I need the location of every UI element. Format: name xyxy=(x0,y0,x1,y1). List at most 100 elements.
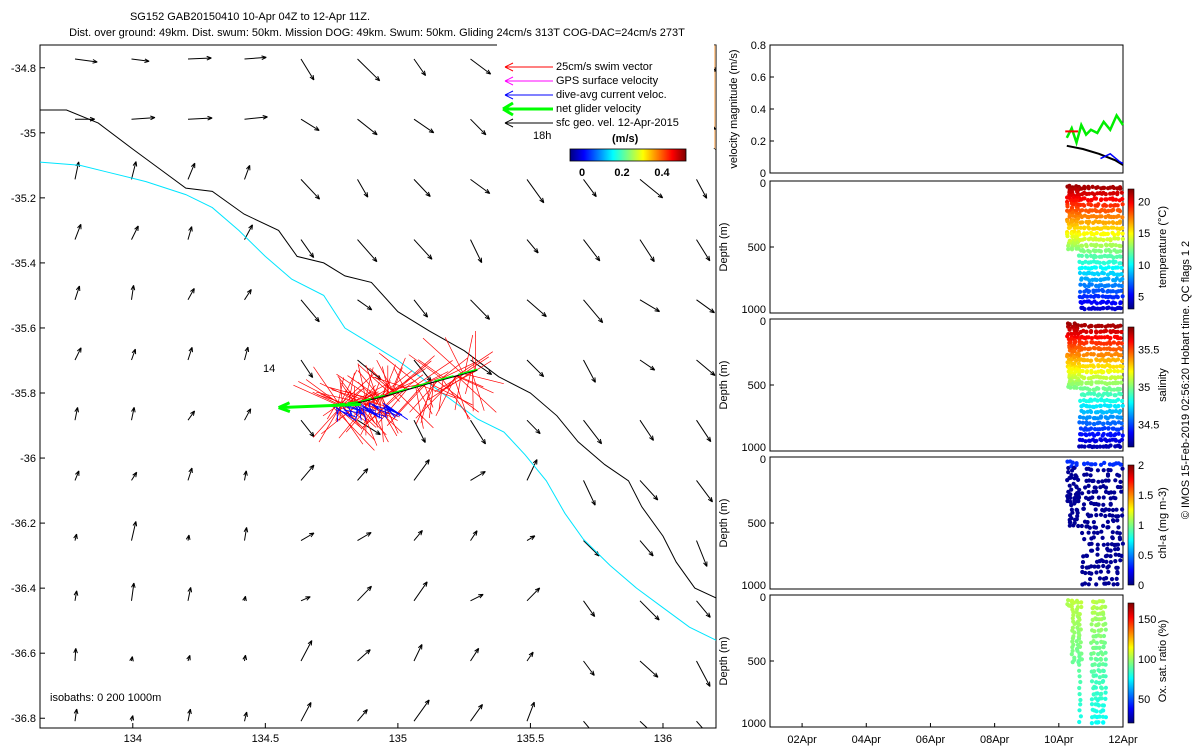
profile-sample xyxy=(1104,203,1109,208)
profile-sample xyxy=(1070,639,1075,644)
colorbar-label: salinity xyxy=(1157,368,1169,402)
geo-velocity-arrow xyxy=(73,590,79,601)
profile-sample xyxy=(1066,247,1071,252)
swim-vector xyxy=(415,387,424,429)
geo-velocity-arrow xyxy=(74,347,82,361)
profile-sample xyxy=(1067,523,1072,528)
geo-velocity-arrow xyxy=(74,407,79,421)
profile-sample xyxy=(1108,238,1113,243)
velocity-y-tick-label: 0.2 xyxy=(751,136,766,148)
profile-sample xyxy=(1072,630,1077,635)
geo-velocity-arrow xyxy=(639,299,660,313)
profile-sample xyxy=(1118,392,1123,397)
profile-sample xyxy=(1110,530,1115,535)
time-tick-label: 02Apr xyxy=(787,734,817,746)
profile-sample xyxy=(1091,478,1096,483)
gps-segment xyxy=(458,368,478,376)
profile-sample xyxy=(1110,409,1115,414)
profile-colorbar xyxy=(1127,188,1135,310)
profile-sample xyxy=(1103,685,1108,690)
profile-sample xyxy=(1101,369,1106,375)
profile-sample xyxy=(1117,209,1123,214)
geo-velocity-arrow xyxy=(526,651,534,662)
swim-vector xyxy=(340,382,356,404)
profile-sample xyxy=(1101,271,1106,276)
swim-vector xyxy=(438,379,444,411)
depth-tick-label: 500 xyxy=(748,656,766,668)
profile-sample xyxy=(1099,691,1104,697)
geo-velocity-arrow xyxy=(300,118,320,131)
geo-velocity-arrow xyxy=(696,600,711,618)
profile-sample xyxy=(1100,535,1105,541)
profile-sample xyxy=(1087,525,1092,530)
profile-sample xyxy=(1105,553,1110,558)
geo-velocity-arrow xyxy=(470,118,487,136)
time-tick-label: 08Apr xyxy=(980,734,1010,746)
profile-sample xyxy=(1111,272,1116,277)
profile-sample xyxy=(1080,220,1085,225)
swim-vector xyxy=(313,366,340,406)
profile-sample xyxy=(1114,576,1119,582)
profile-sample xyxy=(1094,404,1099,409)
gps-segment xyxy=(360,397,372,402)
map-y-tick-label: -35.8 xyxy=(11,388,36,400)
profile-sample xyxy=(1117,387,1123,392)
profile-sample xyxy=(1120,433,1125,438)
profile-sample xyxy=(1083,439,1088,444)
profile-sample xyxy=(1086,186,1091,191)
profile-sample xyxy=(1110,220,1115,225)
swim-vector xyxy=(318,404,342,443)
profile-sample xyxy=(1106,525,1111,530)
swim-vector xyxy=(341,404,361,428)
profile-sample xyxy=(1115,203,1120,208)
profile-sample xyxy=(1097,260,1102,265)
swim-vector xyxy=(391,367,403,395)
dac-vector xyxy=(337,407,340,415)
profile-sample xyxy=(1096,502,1101,507)
profile-sample xyxy=(1080,438,1085,443)
geo-velocity-arrow xyxy=(696,540,708,567)
profile-sample xyxy=(1120,513,1125,518)
geo-velocity-arrow xyxy=(413,299,429,318)
profile-sample xyxy=(1115,582,1120,587)
profile-sample xyxy=(1103,662,1108,667)
geo-velocity-arrow xyxy=(470,703,483,722)
profile-sample xyxy=(1094,438,1099,443)
geo-velocity-arrow xyxy=(526,535,536,542)
profile-sample xyxy=(1078,426,1083,431)
swim-vector xyxy=(424,384,434,408)
profile-sample xyxy=(1108,347,1113,352)
profile-sample xyxy=(1115,295,1120,300)
profile-sample xyxy=(1066,465,1071,471)
velocity-panel: 0 0.2 0.4 0.6 0.8 velocity magnitude (m/s) xyxy=(728,40,1125,180)
legend-arrowhead-geo xyxy=(504,118,514,128)
dac-vector xyxy=(359,402,379,418)
profile-sample xyxy=(1081,249,1086,254)
profile-sample xyxy=(1068,499,1073,504)
profile-sample xyxy=(1078,398,1083,403)
profile-sample xyxy=(1108,368,1113,373)
profile-sample xyxy=(1073,339,1078,344)
profile-sample xyxy=(1108,403,1113,408)
profile-sample xyxy=(1108,364,1113,369)
profile-sample xyxy=(1097,219,1102,224)
profile-sample xyxy=(1113,496,1118,501)
profile-sample xyxy=(1090,548,1095,553)
profile-sample xyxy=(1110,289,1116,294)
profile-sample xyxy=(1072,621,1077,627)
geo-velocity-arrow xyxy=(583,600,596,618)
geo-velocity-arrow xyxy=(413,529,423,541)
track-label-18h: 18h xyxy=(533,130,551,142)
velocity-y-tick-label: 0.8 xyxy=(751,40,766,52)
profile-sample xyxy=(1080,243,1085,248)
geo-velocity-arrow xyxy=(526,179,545,204)
profile-sample xyxy=(1099,214,1104,219)
profile-sample xyxy=(1081,506,1086,511)
profile-sample xyxy=(1072,361,1077,366)
legend-label-gps: GPS surface velocity xyxy=(556,75,659,87)
swim-vector xyxy=(364,367,374,402)
geo-velocity-arrow xyxy=(413,699,430,722)
profile-sample xyxy=(1089,202,1094,208)
map-x-tick-label: 134 xyxy=(124,733,142,745)
